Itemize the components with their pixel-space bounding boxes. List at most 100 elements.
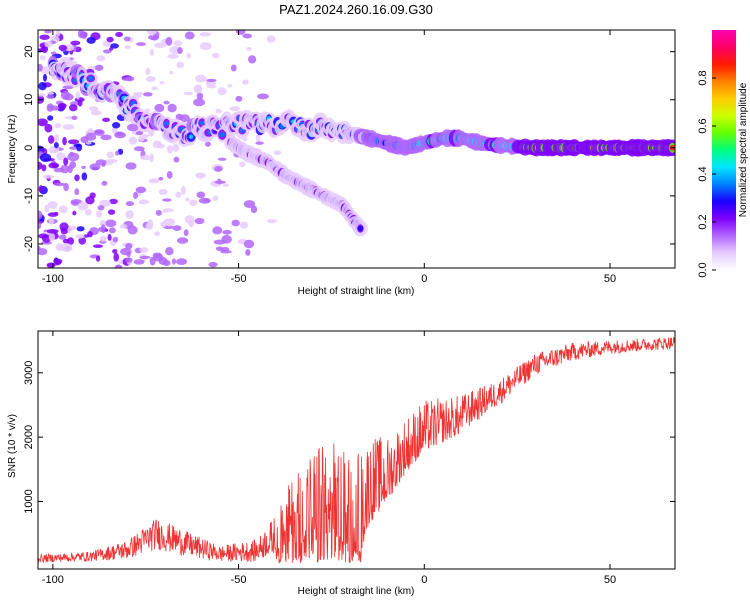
heatmap-blob — [171, 258, 177, 265]
heatmap-blob — [239, 161, 246, 167]
heatmap-blob — [74, 188, 80, 196]
heatmap-blob — [74, 174, 80, 182]
heatmap-blob — [214, 165, 223, 172]
heatmap-blob — [143, 92, 153, 97]
heatmap-blob — [97, 205, 105, 211]
heatmap-blob — [199, 42, 212, 51]
heatmap-blob — [42, 73, 48, 82]
colorbar-tick-label: 0.4 — [697, 166, 709, 181]
x-tick-label: 50 — [604, 273, 616, 285]
heatmap-blob — [47, 105, 60, 111]
heatmap-blob — [81, 172, 88, 181]
heatmap-blob — [230, 64, 237, 72]
heatmap-blob — [175, 258, 188, 266]
heatmap-blob — [166, 144, 173, 154]
heatmap-blob — [148, 178, 160, 184]
heatmap-blob — [152, 252, 163, 258]
heatmap-blob — [86, 36, 96, 44]
heatmap-blob — [99, 235, 107, 242]
heatmap-blob — [68, 104, 78, 112]
colorbar: 0.0 0.2 0.4 0.6 0.8 Normalized spectral ampl… — [697, 30, 749, 278]
top-x-ticks: -100 -50 0 50 — [42, 30, 616, 285]
colorbar-tick-label: 0.2 — [697, 214, 709, 229]
heatmap-blob — [76, 143, 83, 152]
heatmap-blob — [189, 199, 198, 207]
y-tick-label: 2000 — [23, 425, 35, 449]
heatmap-blob — [107, 234, 112, 241]
heatmap-blob — [72, 210, 77, 216]
y-tick-label: -10 — [23, 188, 35, 204]
y-tick-label: 1000 — [23, 489, 35, 513]
heatmap-blob — [145, 67, 151, 76]
heatmap-blob — [135, 131, 144, 136]
heatmap-blob — [215, 108, 222, 114]
heatmap-blob — [62, 136, 67, 146]
heatmap-blob — [53, 142, 59, 149]
heatmap-blob — [106, 151, 115, 159]
heatmap-blob — [172, 143, 180, 152]
heatmap-blob — [88, 106, 99, 112]
heatmap-blob — [176, 237, 189, 244]
bottom-y-axis-label: SNR (10 * v/v) — [7, 414, 18, 478]
heatmap-blob — [135, 186, 147, 194]
heatmap-blob — [115, 150, 120, 156]
heatmap-blob — [105, 219, 117, 228]
heatmap-blob — [219, 132, 226, 138]
heatmap-blob — [99, 199, 111, 208]
heatmap-blob — [41, 164, 47, 172]
x-tick-label: -50 — [231, 574, 247, 586]
y-tick-label: 20 — [23, 46, 35, 58]
heatmap-blob — [154, 42, 167, 49]
heatmap-blob — [47, 115, 54, 121]
heatmap-blob — [183, 91, 193, 96]
heatmap-blob — [109, 43, 119, 49]
heatmap-blob — [44, 40, 53, 48]
heatmap-blob — [125, 210, 134, 219]
heatmap-blob — [52, 164, 59, 168]
heatmap-blob — [158, 188, 168, 196]
heatmap-blob — [121, 77, 133, 81]
heatmap-blob — [78, 236, 87, 245]
heatmap-blob — [69, 161, 77, 169]
heatmap-blob — [159, 81, 165, 85]
heatmap-blob — [132, 91, 144, 96]
snr-frame — [37, 330, 676, 570]
heatmap-blob — [96, 55, 106, 62]
heatmap-blob — [109, 47, 114, 51]
heatmap-blob — [46, 262, 56, 268]
heatmap-blob — [85, 196, 95, 205]
heatmap-blob — [208, 261, 218, 268]
heatmap-blob — [58, 205, 68, 214]
heatmap-blob — [119, 224, 128, 229]
heatmap-blob — [56, 152, 66, 161]
heatmap-blob — [195, 172, 206, 179]
heatmap-blob — [138, 199, 150, 205]
heatmap-blob — [162, 208, 174, 213]
heatmap-blob — [63, 157, 69, 166]
heatmap-blob — [39, 55, 46, 60]
heatmap-blob — [146, 30, 158, 36]
heatmap-blob — [38, 118, 48, 127]
heatmap-blob — [136, 42, 146, 47]
heatmap-blob — [158, 176, 164, 181]
heatmap-blob — [38, 63, 43, 72]
heatmap-blob — [166, 170, 173, 179]
heatmap-blob — [235, 95, 243, 102]
heatmap-blob — [127, 123, 139, 132]
heatmap-blob — [169, 71, 174, 75]
heatmap-blob — [58, 44, 68, 51]
colorbar-tick-label: 0.8 — [697, 70, 709, 85]
heatmap-blob — [165, 247, 174, 256]
heatmap-blob — [69, 146, 78, 150]
heatmap-blob — [43, 174, 55, 179]
top-y-axis-label: Frequency (Hz) — [7, 115, 18, 184]
heatmap-blob — [175, 191, 182, 198]
x-tick-label: -100 — [42, 273, 64, 285]
heatmap-blob — [357, 225, 364, 232]
heatmap-blob — [60, 164, 70, 174]
heatmap-blob — [211, 52, 220, 59]
heatmap-blob — [214, 180, 227, 184]
heatmap-cells — [38, 30, 675, 268]
heatmap-blob — [267, 219, 278, 224]
heatmap-blob — [100, 134, 112, 141]
